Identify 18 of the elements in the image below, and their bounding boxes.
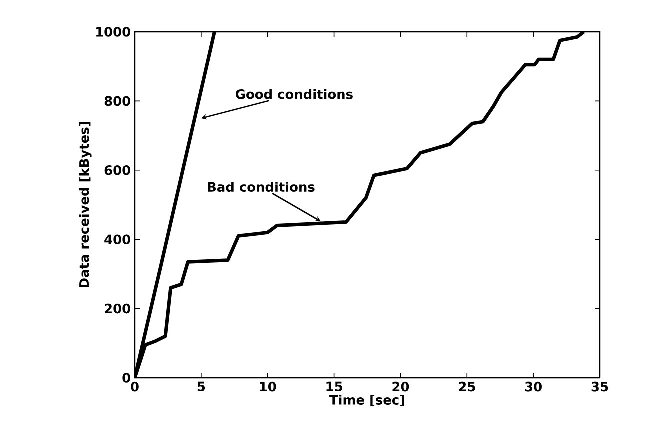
x-tick-label: 30: [525, 382, 542, 392]
x-tick-label: 0: [131, 382, 139, 392]
x-axis-title: Time [sec]: [330, 394, 404, 406]
y-tick-label: 800: [104, 96, 130, 106]
x-tick-label: 15: [326, 382, 342, 392]
x-tick-label: 35: [592, 382, 608, 392]
x-tick-label: 10: [260, 382, 276, 392]
x-tick-label: 20: [392, 382, 410, 392]
y-tick-label: 0: [122, 373, 130, 383]
y-tick-label: 1000: [96, 27, 130, 37]
y-tick-label: 200: [105, 304, 130, 314]
y-tick-label: 400: [104, 234, 130, 244]
y-axis-title: Data received [kBytes]: [79, 122, 92, 288]
x-tick-label: 5: [198, 382, 206, 392]
x-tick-label: 25: [459, 382, 476, 392]
y-tick-label: 600: [104, 166, 130, 176]
annotation: Bad conditions: [208, 182, 315, 192]
annotation: Good conditions: [236, 89, 353, 100]
